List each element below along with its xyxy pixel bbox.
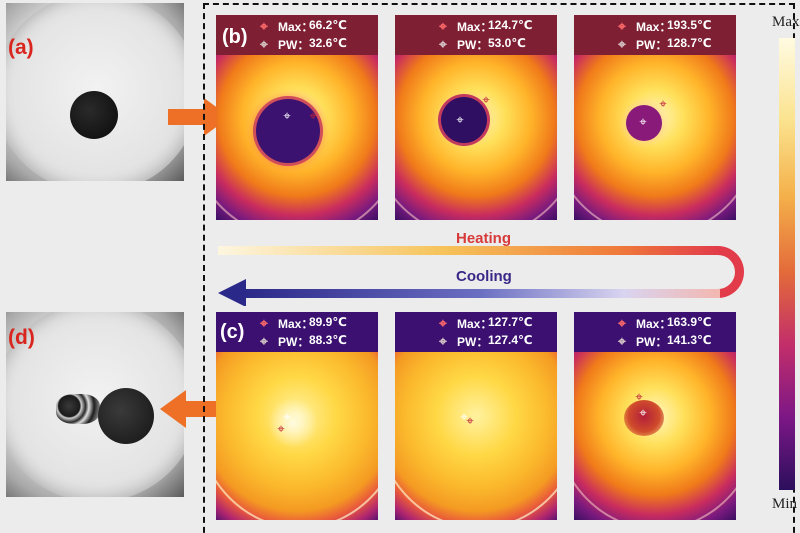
max-value: 124.7℃ <box>488 18 533 32</box>
max-row: ⌖ Max： 66.2℃ <box>216 18 378 36</box>
pw-value: 53.0℃ <box>488 36 526 50</box>
max-label: Max： <box>457 20 493 34</box>
pw-value: 127.4℃ <box>488 333 533 347</box>
pw-label: PW： <box>457 335 489 349</box>
pw-row: ⌖ PW： 32.6℃ <box>216 36 378 54</box>
label-d: (d) <box>8 326 35 349</box>
photo-d: (d) <box>6 312 184 497</box>
pw-value: 88.3℃ <box>309 333 347 347</box>
temperature-readout: ⌖ Max： 124.7℃ ⌖ PW： 53.0℃ <box>395 15 557 55</box>
pw-row: ⌖ PW： 128.7℃ <box>574 36 736 54</box>
max-label: Max： <box>457 317 493 331</box>
black-sample-disk <box>98 388 154 444</box>
max-crosshair-icon: ⌖ <box>618 315 626 331</box>
label-c: (c) <box>220 321 245 343</box>
max-crosshair-icon: ⌖ <box>618 18 626 34</box>
temperature-readout: ⌖ Max： 193.5℃ ⌖ PW： 128.7℃ <box>574 15 736 55</box>
pw-crosshair-icon: ⌖ <box>618 36 626 52</box>
max-crosshair-icon: ⌖ <box>277 421 285 436</box>
max-row: ⌖ Max： 127.7℃ <box>395 315 557 333</box>
max-crosshair-icon: ⌖ <box>466 413 474 428</box>
max-row: ⌖ Max： 124.7℃ <box>395 18 557 36</box>
pw-crosshair-icon: ⌖ <box>439 333 447 349</box>
cooling-band <box>242 289 720 298</box>
thermal-image-cooling-1: ⌖ ⌖ ⌖ Max： 89.9℃ ⌖ PW： 88.3℃ (c) <box>216 312 378 520</box>
pw-crosshair-icon: ⌖ <box>283 409 291 424</box>
cooling-label: Cooling <box>456 268 512 285</box>
max-crosshair-icon: ⌖ <box>659 96 667 111</box>
max-row: ⌖ Max： 193.5℃ <box>574 18 736 36</box>
max-crosshair-icon: ⌖ <box>439 18 447 34</box>
cold-sample-spot <box>256 99 320 163</box>
pw-label: PW： <box>636 335 668 349</box>
pw-row: ⌖ PW： 88.3℃ <box>216 333 378 351</box>
pw-crosshair-icon: ⌖ <box>639 114 647 129</box>
max-row: ⌖ Max： 163.9℃ <box>574 315 736 333</box>
pw-row: ⌖ PW： 127.4℃ <box>395 333 557 351</box>
label-b: (b) <box>222 26 248 48</box>
max-value: 127.7℃ <box>488 315 533 329</box>
pw-value: 141.3℃ <box>667 333 712 347</box>
max-label: Max： <box>278 317 314 331</box>
pw-crosshair-icon: ⌖ <box>460 409 468 424</box>
photo-a: (a) <box>6 3 184 181</box>
pw-crosshair-icon: ⌖ <box>439 36 447 52</box>
max-row: ⌖ Max： 89.9℃ <box>216 315 378 333</box>
thermal-image-heating-2: ⌖ ⌖ ⌖ Max： 124.7℃ ⌖ PW： 53.0℃ <box>395 15 557 220</box>
pw-row: ⌖ PW： 53.0℃ <box>395 36 557 54</box>
loop-turn <box>718 246 744 298</box>
heating-label: Heating <box>456 230 512 247</box>
max-label: Max： <box>636 20 672 34</box>
pw-label: PW： <box>636 38 668 52</box>
cold-sample-spot <box>441 97 487 143</box>
max-crosshair-icon: ⌖ <box>260 315 268 331</box>
sample-spot <box>626 105 662 141</box>
max-label: Max： <box>278 20 314 34</box>
pw-label: PW： <box>457 38 489 52</box>
pw-crosshair-icon: ⌖ <box>260 36 268 52</box>
pw-crosshair-icon: ⌖ <box>283 108 291 123</box>
hot-sample-spot <box>624 400 664 436</box>
arrow-left-icon <box>160 390 222 428</box>
max-crosshair-icon: ⌖ <box>482 92 490 107</box>
pw-label: PW： <box>278 38 310 52</box>
max-value: 193.5℃ <box>667 18 712 32</box>
arrow-right-icon <box>168 98 230 136</box>
colorbar-min-label: Min <box>772 496 798 512</box>
pw-label: PW： <box>278 335 310 349</box>
max-crosshair-icon: ⌖ <box>309 108 317 123</box>
black-sample-disk <box>70 91 118 139</box>
max-crosshair-icon: ⌖ <box>260 18 268 34</box>
thermal-image-cooling-2: ⌖ ⌖ ⌖ Max： 127.7℃ ⌖ PW： 127.4℃ <box>395 312 557 520</box>
temperature-readout: ⌖ Max： 127.7℃ ⌖ PW： 127.4℃ <box>395 312 557 352</box>
heating-band <box>218 246 718 255</box>
label-a: (a) <box>8 36 34 59</box>
max-crosshair-icon: ⌖ <box>635 389 643 404</box>
cooling-arrowhead-icon <box>218 279 246 306</box>
temperature-readout: ⌖ Max： 66.2℃ ⌖ PW： 32.6℃ <box>216 15 378 55</box>
pw-value: 32.6℃ <box>309 36 347 50</box>
colorbar-max-label: Max <box>772 14 800 30</box>
max-value: 66.2℃ <box>309 18 347 32</box>
pw-crosshair-icon: ⌖ <box>456 112 464 127</box>
pw-crosshair-icon: ⌖ <box>639 405 647 420</box>
temperature-readout: ⌖ Max： 163.9℃ ⌖ PW： 141.3℃ <box>574 312 736 352</box>
pw-crosshair-icon: ⌖ <box>260 333 268 349</box>
temperature-readout: ⌖ Max： 89.9℃ ⌖ PW： 88.3℃ <box>216 312 378 352</box>
max-crosshair-icon: ⌖ <box>439 315 447 331</box>
max-value: 89.9℃ <box>309 315 347 329</box>
melted-residue <box>56 394 100 424</box>
pw-value: 128.7℃ <box>667 36 712 50</box>
thermal-image-heating-3: ⌖ ⌖ ⌖ Max： 193.5℃ ⌖ PW： 128.7℃ <box>574 15 736 220</box>
max-value: 163.9℃ <box>667 315 712 329</box>
pw-crosshair-icon: ⌖ <box>618 333 626 349</box>
max-label: Max： <box>636 317 672 331</box>
thermal-image-heating-1: ⌖ ⌖ ⌖ Max： 66.2℃ ⌖ PW： 32.6℃ (b) <box>216 15 378 220</box>
sample-spot <box>268 398 318 448</box>
thermal-image-cooling-3: ⌖ ⌖ ⌖ Max： 163.9℃ ⌖ PW： 141.3℃ <box>574 312 736 520</box>
heating-cooling-loop-arrow <box>218 246 744 306</box>
pw-row: ⌖ PW： 141.3℃ <box>574 333 736 351</box>
temperature-colorbar <box>779 38 795 490</box>
